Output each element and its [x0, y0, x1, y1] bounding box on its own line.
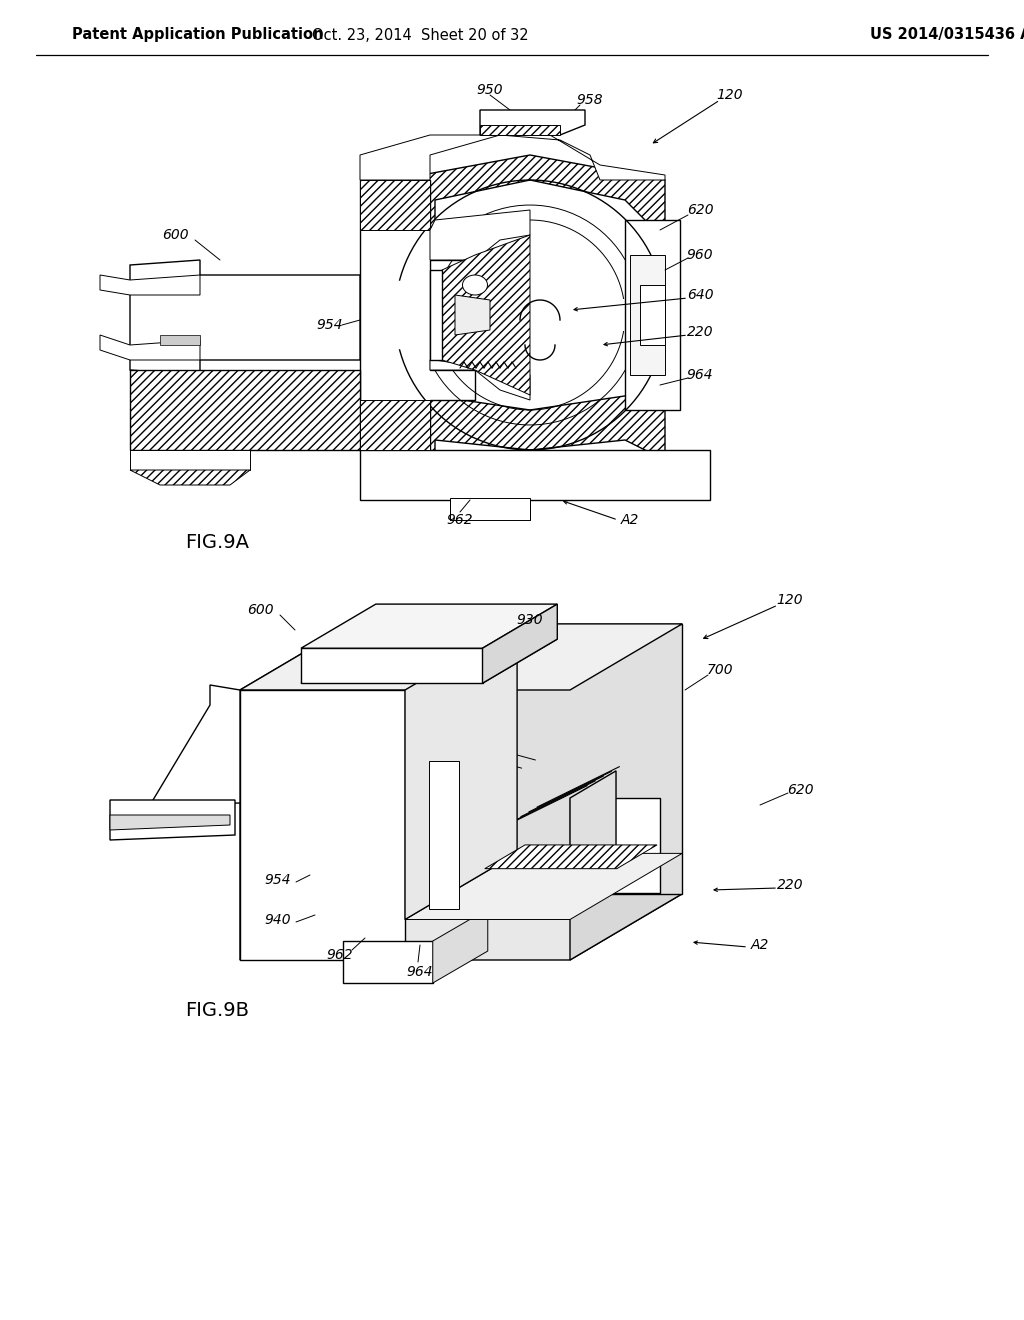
Polygon shape	[240, 690, 406, 960]
Text: 600: 600	[247, 603, 273, 616]
Polygon shape	[360, 180, 475, 450]
Polygon shape	[100, 275, 200, 294]
Bar	[630, 255, 665, 375]
Polygon shape	[429, 760, 459, 909]
Polygon shape	[130, 260, 360, 375]
Polygon shape	[430, 360, 530, 400]
Polygon shape	[570, 624, 682, 960]
Text: 958: 958	[577, 92, 603, 107]
Bar	[430, 271, 442, 360]
Ellipse shape	[463, 275, 487, 294]
Text: 950: 950	[477, 83, 504, 96]
Polygon shape	[130, 450, 250, 470]
Polygon shape	[480, 110, 585, 135]
Text: 620: 620	[786, 783, 813, 797]
Text: 940: 940	[264, 913, 291, 927]
Polygon shape	[100, 335, 200, 360]
Polygon shape	[301, 639, 557, 684]
Polygon shape	[301, 648, 482, 684]
Polygon shape	[570, 799, 660, 892]
Text: 220: 220	[687, 325, 714, 339]
Text: 600: 600	[162, 228, 188, 242]
Polygon shape	[406, 854, 682, 920]
Text: 700: 700	[707, 663, 733, 677]
Polygon shape	[240, 624, 682, 690]
Text: 962: 962	[327, 948, 353, 962]
Bar	[625, 220, 680, 411]
Polygon shape	[360, 400, 430, 450]
Polygon shape	[130, 370, 360, 450]
Text: FIG.9A: FIG.9A	[185, 532, 249, 552]
Polygon shape	[240, 624, 352, 960]
Polygon shape	[150, 685, 240, 805]
Polygon shape	[395, 154, 665, 240]
Text: A2: A2	[751, 939, 769, 952]
Polygon shape	[433, 909, 487, 983]
Text: 620: 620	[687, 203, 714, 216]
Polygon shape	[482, 605, 557, 684]
Text: 964: 964	[407, 965, 433, 979]
Polygon shape	[301, 605, 557, 648]
Polygon shape	[110, 814, 230, 830]
Polygon shape	[395, 389, 665, 459]
Bar	[640, 285, 665, 345]
Bar	[450, 498, 530, 520]
Text: 962: 962	[446, 513, 473, 527]
Text: US 2014/0315436 A1: US 2014/0315436 A1	[870, 28, 1024, 42]
Bar	[360, 450, 710, 500]
Text: Oct. 23, 2014  Sheet 20 of 32: Oct. 23, 2014 Sheet 20 of 32	[311, 28, 528, 42]
Polygon shape	[130, 470, 250, 484]
Polygon shape	[442, 235, 530, 395]
Polygon shape	[570, 771, 616, 892]
Polygon shape	[484, 845, 657, 869]
Text: FIG.9B: FIG.9B	[185, 1001, 249, 1019]
Bar	[343, 941, 433, 983]
Text: 640: 640	[687, 288, 714, 302]
Polygon shape	[480, 125, 560, 135]
Polygon shape	[160, 335, 200, 345]
Text: 120: 120	[776, 593, 803, 607]
Text: Patent Application Publication: Patent Application Publication	[72, 28, 324, 42]
Text: A2: A2	[621, 513, 639, 527]
Polygon shape	[406, 624, 517, 920]
Polygon shape	[360, 135, 665, 180]
Polygon shape	[360, 180, 430, 230]
Polygon shape	[430, 210, 530, 260]
Text: 120: 120	[717, 88, 743, 102]
Text: 930: 930	[517, 612, 544, 627]
Polygon shape	[110, 800, 234, 840]
Polygon shape	[352, 624, 682, 894]
Polygon shape	[455, 294, 490, 335]
Text: 954: 954	[316, 318, 343, 333]
Text: 964: 964	[687, 368, 714, 381]
Text: 960: 960	[687, 248, 714, 261]
Text: 220: 220	[776, 878, 803, 892]
Polygon shape	[240, 894, 682, 960]
Text: 954: 954	[264, 873, 291, 887]
